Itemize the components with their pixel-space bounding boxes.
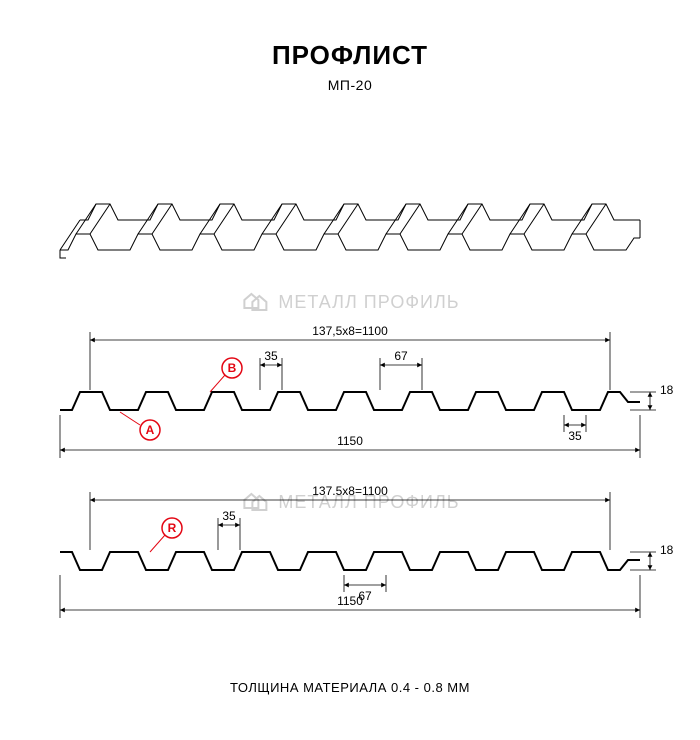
dim-pitch-b: 137.5x8=1100: [312, 484, 388, 498]
dim-total-a: 1150: [337, 434, 363, 448]
watermark-text: МЕТАЛЛ ПРОФИЛЬ: [278, 292, 459, 313]
dim-35-top-a: 35: [264, 349, 278, 363]
perspective-view: [0, 190, 700, 270]
profile-path-b: [60, 552, 640, 570]
marker-r: R: [150, 518, 182, 552]
dim-height-b: 18: [660, 543, 674, 557]
marker-b: B: [210, 358, 242, 392]
watermark-1: МЕТАЛЛ ПРОФИЛЬ: [240, 290, 459, 314]
footer-note: ТОЛЩИНА МАТЕРИАЛА 0.4 - 0.8 ММ: [0, 680, 700, 695]
section-a: 137,5x8=1100 35 67 18 35 1150 A: [0, 320, 700, 470]
section-b: 137.5x8=1100 35 18 67 1150 R: [0, 480, 700, 630]
svg-text:A: A: [146, 423, 155, 437]
dim-pitch-a: 137,5x8=1100: [312, 324, 388, 338]
dim-height-a: 18: [660, 383, 674, 397]
dim-35-bot-a: 35: [568, 429, 582, 443]
svg-text:R: R: [168, 521, 177, 535]
page-subtitle: МП-20: [0, 77, 700, 93]
watermark-icon: [240, 290, 270, 314]
page-title: ПРОФЛИСТ: [0, 40, 700, 71]
dim-35-b: 35: [222, 509, 236, 523]
profile-path-a: [60, 392, 640, 410]
svg-text:B: B: [228, 361, 237, 375]
dim-67-a: 67: [394, 349, 408, 363]
marker-a: A: [120, 412, 160, 440]
dim-total-b: 1150: [337, 594, 363, 608]
